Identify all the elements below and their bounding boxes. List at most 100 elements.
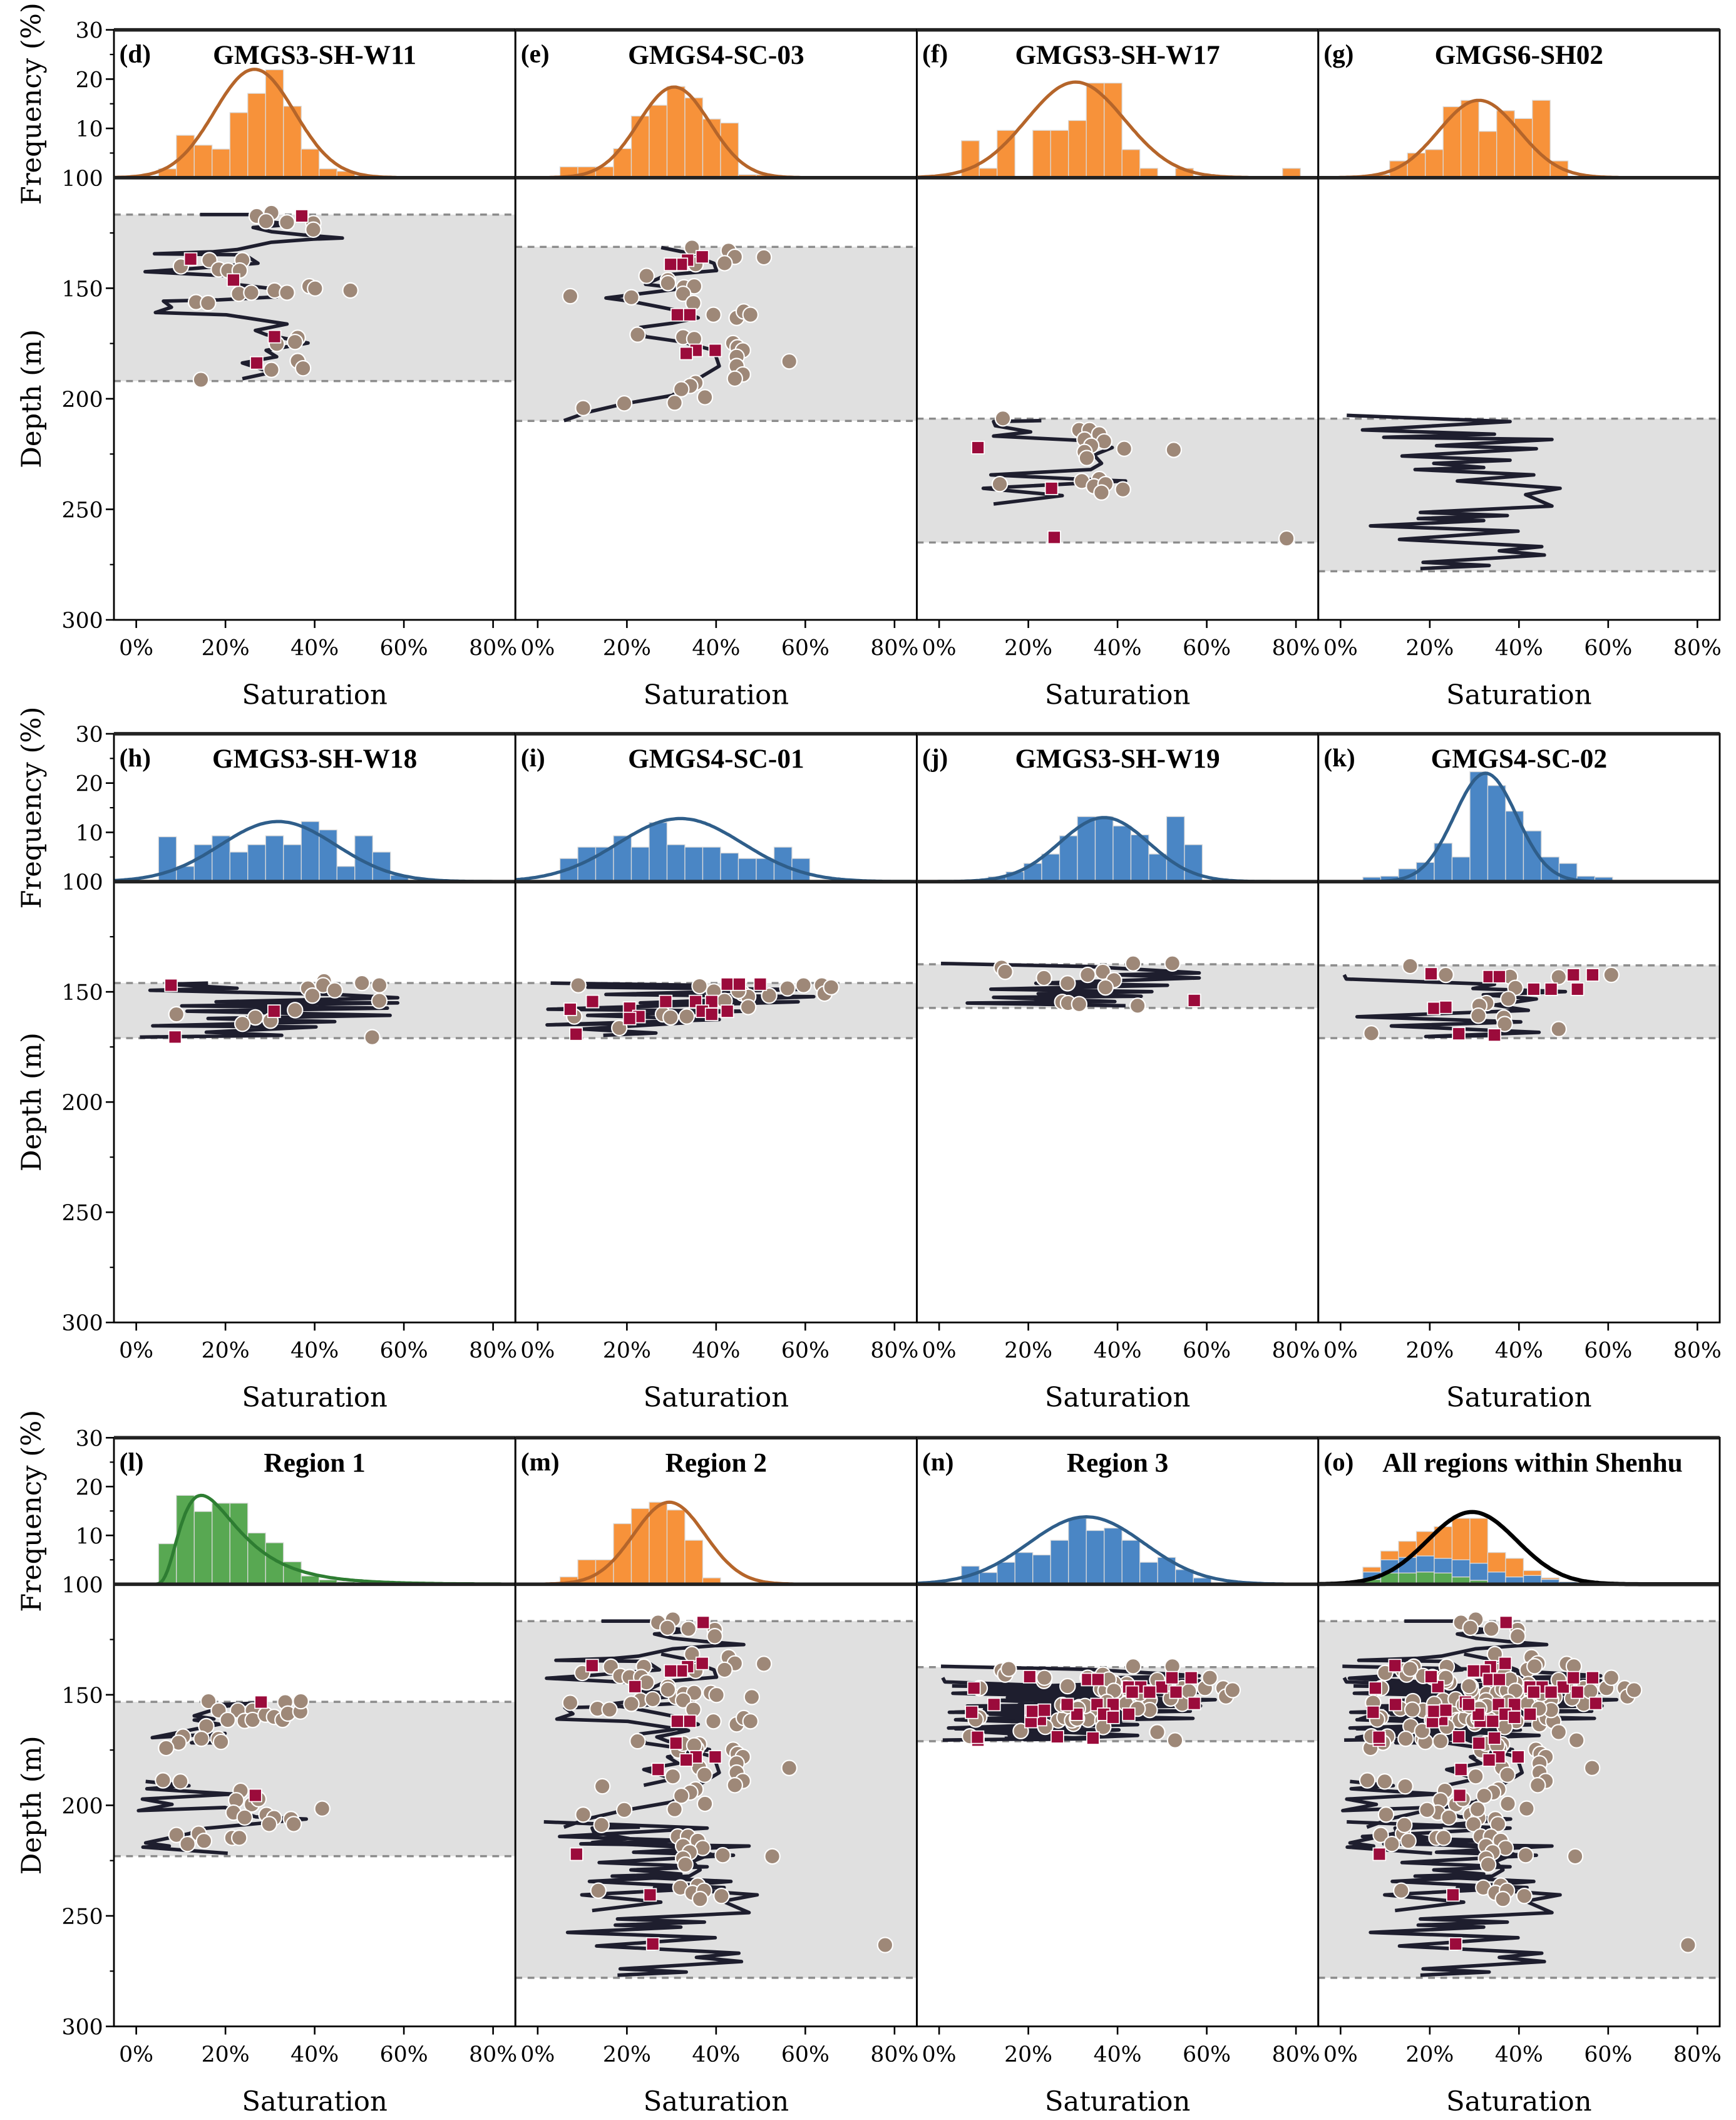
core-sample-circle [263, 361, 280, 378]
core-sample-circle [673, 1788, 690, 1804]
core-sample-circle [1476, 1788, 1492, 1804]
histogram-bar [1461, 100, 1479, 178]
depth-tick-label: 250 [62, 498, 103, 523]
panel-l: (l) Region 1 0% 20% 40% 60% 80% Saturation 30 20 1… [16, 1410, 517, 2117]
panel-title: GMGS3-SH-W18 [212, 744, 417, 774]
core-sample-circle [231, 1829, 248, 1846]
histogram-bar [265, 835, 284, 882]
x-tick-label: 20% [202, 2042, 250, 2067]
core-sample-circle [1396, 1816, 1413, 1834]
histogram-bar [1032, 130, 1051, 178]
histogram-bar [1157, 1557, 1176, 1585]
core-sample-circle [1499, 1766, 1516, 1783]
core-sample-circle [243, 284, 260, 301]
core-sample-circle [1499, 1795, 1516, 1813]
pressure-core-square [708, 343, 722, 358]
pressure-core-square [1511, 1750, 1525, 1764]
core-sample-circle [1164, 955, 1181, 972]
core-sample-circle [1116, 440, 1133, 457]
histogram-bar [265, 69, 284, 178]
x-tick-label: 0% [1323, 1339, 1358, 1364]
pressure-core-square [249, 1788, 262, 1803]
core-sample-circle [666, 394, 683, 411]
depth-tick-label: 200 [62, 1794, 103, 1819]
plot-area [114, 820, 516, 1046]
pressure-core-square [1566, 968, 1581, 982]
pressure-core-square [1466, 1664, 1481, 1678]
histogram-bar [630, 1508, 650, 1585]
log-saturation-trace [1347, 413, 1562, 570]
x-tick-label: 40% [290, 635, 339, 661]
panel-m: (m) Region 2 0% 20% 40% 60% 80% Saturation [514, 1436, 918, 2117]
core-sample-circle [593, 1816, 610, 1834]
histogram-bar [1451, 857, 1471, 882]
histogram-bar [1050, 130, 1069, 178]
x-axis-title: Saturation [644, 1382, 789, 1414]
core-sample-circle [200, 1692, 217, 1710]
histogram-bar [1086, 1530, 1105, 1585]
panel-e: (e) GMGS4-SC-03 0% 20% 40% 60% 80% Saturation [514, 28, 918, 711]
core-sample-circle [168, 1006, 185, 1023]
x-tick-label: 0% [922, 2042, 957, 2067]
core-sample-circle [1165, 441, 1183, 458]
x-tick-label: 40% [692, 635, 740, 661]
pressure-core-square [563, 1002, 577, 1016]
x-tick-label: 80% [870, 635, 918, 661]
histogram-bar [613, 1523, 632, 1585]
pressure-core-square [704, 1007, 719, 1021]
freq-tick-label: 10 [76, 1524, 103, 1549]
depth-tick-label: 200 [62, 1091, 103, 1116]
panel-i: (i) GMGS4-SC-01 0% 20% 40% 60% 80% Saturation [514, 732, 918, 1414]
core-sample-circle [1509, 1628, 1526, 1645]
histogram-bar [702, 846, 721, 882]
pressure-core-square [683, 1714, 697, 1729]
histogram-bar [684, 846, 704, 882]
histogram-bar [1514, 118, 1533, 178]
core-sample-circle [678, 1008, 696, 1025]
plot-area [515, 1500, 917, 1979]
core-sample-circle [1461, 1677, 1477, 1695]
core-sample-circle [1404, 1701, 1421, 1718]
depth-tick-label: 300 [62, 1311, 103, 1336]
histogram-bar [737, 858, 757, 882]
histogram-bar [229, 112, 249, 178]
x-axis-title: Saturation [242, 2086, 388, 2117]
x-tick-label: 40% [1495, 2042, 1543, 2067]
panel-d: (d) GMGS3-SH-W11 0% 20% 40% 60% 80% Saturation 3… [16, 3, 517, 711]
core-sample-circle [1437, 966, 1454, 984]
pressure-core-square [679, 346, 693, 361]
stacked-bar-blue [1469, 1563, 1489, 1581]
pressure-core-square [1487, 1731, 1501, 1745]
x-tick-label: 0% [520, 635, 555, 661]
stacked-bar-blue [1415, 1555, 1435, 1573]
pressure-core-square [971, 441, 985, 455]
core-sample-circle [673, 381, 690, 398]
pressure-core-square [1025, 1704, 1039, 1719]
core-sample-circle [691, 977, 708, 995]
frequency-axis-title: Frequency (%) [16, 3, 48, 205]
pressure-core-square [1452, 1027, 1466, 1041]
x-axis-title: Saturation [242, 1382, 388, 1414]
core-sample-circle [1462, 1619, 1479, 1637]
pressure-core-square [664, 1664, 678, 1678]
panel-n: (n) Region 3 0% 20% 40% 60% 80% Saturation [916, 1436, 1320, 2117]
pressure-core-square [1589, 1696, 1603, 1711]
core-sample-circle [692, 1890, 709, 1908]
panel-title: GMGS3-SH-W17 [1015, 40, 1220, 70]
core-sample-circle [257, 213, 275, 230]
panel-letter: (j) [922, 743, 948, 773]
histogram-bar [1059, 835, 1078, 882]
pressure-core-square [695, 250, 709, 264]
pressure-core-square [622, 1011, 637, 1026]
x-tick-label: 80% [1673, 2042, 1722, 2067]
pressure-core-square [1086, 1731, 1100, 1745]
panel-o: (o) All regions within Shenhu 0% 20% 40% 60% 8… [1317, 1436, 1722, 2117]
log-saturation-trace [543, 1820, 759, 1977]
fit-curve [515, 1500, 917, 1586]
core-sample-circle [200, 294, 217, 312]
pressure-core-square [669, 1736, 683, 1751]
freq-tick-label: 20 [76, 1475, 103, 1500]
histogram-bar [649, 1501, 668, 1585]
plot-area [515, 816, 917, 1041]
